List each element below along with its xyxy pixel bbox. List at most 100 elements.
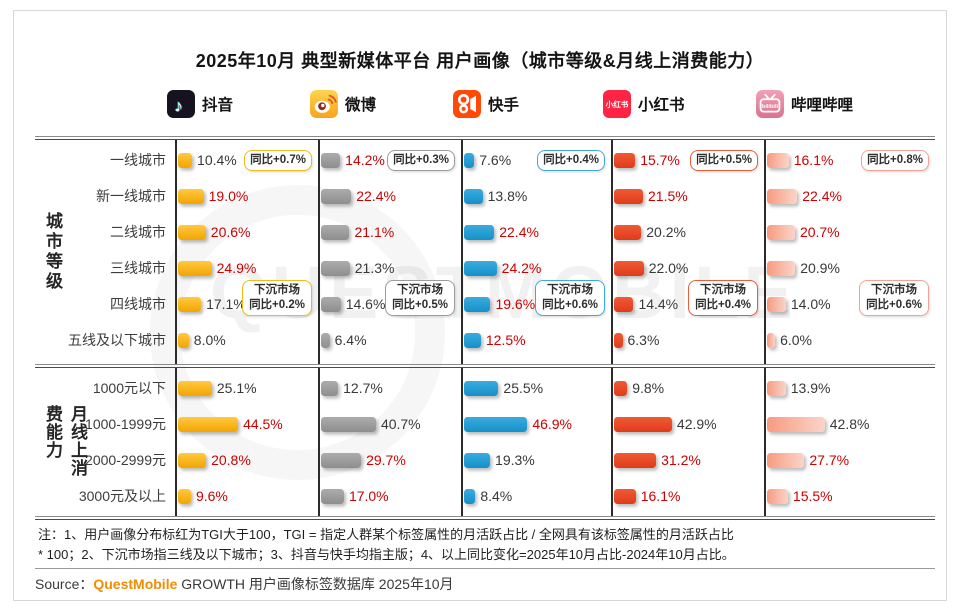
svg-text:小红书: 小红书 [605, 99, 629, 109]
bar [464, 260, 497, 276]
table-row: 14.0% [766, 286, 935, 322]
table-row: 14.4% [613, 286, 764, 322]
bar-value: 12.7% [343, 380, 383, 396]
bar [178, 488, 191, 504]
platform-name: 抖音 [202, 97, 234, 114]
bar [614, 416, 672, 432]
bar [178, 152, 193, 168]
yoy-badge: 同比+0.8% [861, 150, 929, 171]
sink-badge-line1: 下沉市场 [254, 284, 301, 296]
city-tier-labels: 城市等级 一线城市 新一线城市 二线城市 三线城市 四线城市 五线及以下城市 [35, 140, 175, 364]
table-row: 22.4% [766, 178, 935, 214]
bar-value: 22.0% [648, 260, 689, 276]
table-row: 44.5% [177, 406, 318, 442]
table-row: 21.3% [320, 250, 461, 286]
bilibili-spend-column: 13.9% 42.8% 27.7% 15.5% [764, 368, 935, 516]
bar [321, 488, 344, 504]
bar [321, 152, 341, 168]
table-row: 7.6% [463, 142, 611, 178]
table-row: 8.4% [463, 478, 611, 514]
table-row: 14.6% [320, 286, 461, 322]
bar-value: 10.4% [197, 152, 237, 168]
bar-value: 20.6% [210, 224, 251, 240]
bar [767, 224, 795, 240]
table-row: 24.9% [177, 250, 318, 286]
bar-value: 20.2% [646, 224, 686, 240]
bar [767, 152, 789, 168]
bar [321, 188, 352, 204]
table-row: 24.2% [463, 250, 611, 286]
bar-value: 24.2% [501, 260, 542, 276]
bar-value: 14.4% [638, 296, 679, 312]
bar [614, 332, 623, 348]
table-top-border [35, 136, 935, 140]
table-row: 20.7% [766, 214, 935, 250]
page-title: 2025年10月 典型新媒体平台 用户画像（城市等级&月线上消费能力） [195, 51, 765, 71]
platform-header-weibo: 微博 [310, 87, 453, 121]
sink-market-badge: 下沉市场 同比+0.4% [688, 280, 758, 316]
table-row: 17.1% [177, 286, 318, 322]
bar [767, 296, 786, 312]
bar [464, 416, 528, 432]
platform-header-bilibili: bilibili 哔哩哔哩 [756, 87, 927, 121]
bar-value: 19.6% [495, 296, 536, 312]
bar [321, 452, 362, 468]
bar-value: 20.8% [211, 452, 251, 468]
table-row: 42.8% [766, 406, 935, 442]
bilibili-city-column: 16.1% 22.4% 20.7% 20.9% 14.0% 6.0% 同比+0.… [764, 140, 935, 364]
sink-market-badge: 下沉市场同比+0.6% [535, 280, 605, 316]
bar-value: 25.1% [216, 380, 257, 396]
footnote: 注：1、用户画像分布标红为TGI大于100，TGI = 指定人群某个标签属性的月… [35, 520, 935, 568]
bar [178, 452, 207, 468]
source-rest: GROWTH 用户画像标签数据库 2025年10月 [177, 576, 454, 592]
table-bottom-border [35, 516, 935, 520]
table-row: 29.7% [320, 442, 461, 478]
table-row: 25.5% [463, 370, 611, 406]
bar-value: 17.1% [206, 296, 246, 312]
sink-badge-line1: 下沉市场 [871, 284, 918, 296]
bar [767, 260, 796, 276]
bar-value: 31.2% [661, 452, 701, 468]
weibo-spend-column: 12.7% 40.7% 29.7% 17.0% [318, 368, 461, 516]
table-row: 9.6% [177, 478, 318, 514]
table-row: 22.4% [320, 178, 461, 214]
bar-value: 40.7% [380, 416, 421, 432]
city-tier-axis-label: 城市等级 [43, 212, 62, 292]
table-row: 46.9% [463, 406, 611, 442]
yoy-badge: 同比+0.5% [690, 150, 758, 171]
bar [614, 296, 634, 312]
douyin-icon: ♪ ♪ ♪ [167, 90, 195, 118]
sink-badge-line2: 同比+0.6% [542, 299, 598, 311]
city-tier-section: 城市等级 一线城市 新一线城市 二线城市 三线城市 四线城市 五线及以下城市 1… [35, 140, 935, 364]
bar-value: 14.6% [345, 296, 386, 312]
chart-table: 城市等级 一线城市 新一线城市 二线城市 三线城市 四线城市 五线及以下城市 1… [35, 136, 935, 569]
svg-text:♪: ♪ [175, 97, 184, 116]
yoy-badge: 同比+0.4% [537, 150, 605, 171]
sink-market-badge: 下沉市场 同比+0.5% [385, 280, 455, 316]
table-row: 27.7% [766, 442, 935, 478]
table-row: 9.8% [613, 370, 764, 406]
source-brand: QuestMobile [93, 576, 178, 592]
bar-value: 9.8% [632, 380, 665, 396]
bar [321, 332, 330, 348]
xiaohongshu-spend-column: 9.8% 42.9% 31.2% 16.1% [611, 368, 764, 516]
table-row: 19.0% [177, 178, 318, 214]
table-row: 15.7% [613, 142, 764, 178]
row-label: 新一线城市 [96, 188, 166, 204]
table-row: 31.2% [613, 442, 764, 478]
yoy-badge: 同比+0.7% [244, 150, 312, 171]
spend-axis-label: 月线上消费能力 [43, 405, 87, 477]
table-row: 17.0% [320, 478, 461, 514]
table-row: 20.9% [766, 250, 935, 286]
bar-value: 15.7% [640, 152, 680, 168]
sink-badge-line2: 同比+0.5% [392, 299, 448, 311]
source-line: Source：QuestMobile GROWTH 用户画像标签数据库 2025… [35, 574, 454, 594]
table-row: 22.0% [613, 250, 764, 286]
bar [614, 224, 642, 240]
table-row: 19.3% [463, 442, 611, 478]
bar [767, 452, 805, 468]
sink-badge-line1: 下沉市场 [547, 284, 594, 296]
bar-value: 16.1% [793, 152, 834, 168]
table-row: 6.3% [613, 322, 764, 358]
weibo-city-column: 14.2% 22.4% 21.1% 21.3% 14.6% 6.4% 同比+0.… [318, 140, 461, 364]
